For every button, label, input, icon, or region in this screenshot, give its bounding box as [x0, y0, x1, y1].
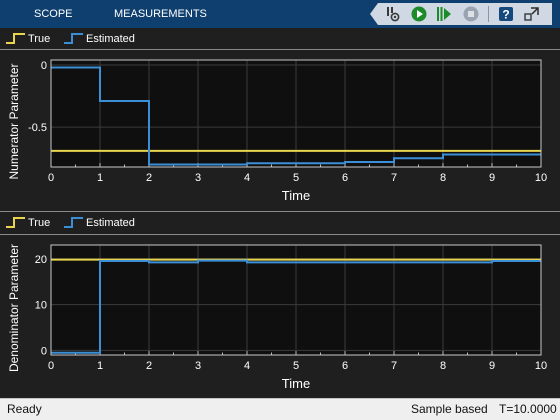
estimated-series-line	[51, 66, 541, 166]
x-tick-label: 2	[146, 360, 152, 372]
x-tick-label: 0	[48, 360, 54, 372]
legend-swatch-true	[6, 217, 25, 228]
y-tick-label: 10	[35, 300, 47, 312]
x-tick-label: 5	[293, 172, 299, 184]
axes-frame	[50, 59, 542, 168]
y-axis-label: Denominator Parameter	[7, 244, 21, 372]
x-tick-label: 0	[48, 172, 54, 184]
y-tick-label: -0.5	[28, 122, 47, 134]
x-axis-label: Time	[282, 376, 310, 391]
toolbar-separator	[488, 6, 489, 22]
y-tick-label: 0	[41, 60, 47, 72]
help-icon[interactable]: ?	[497, 5, 515, 23]
legend-divider	[0, 234, 560, 235]
x-tick-label: 4	[244, 360, 250, 372]
status-sample-mode: Sample based	[411, 402, 488, 416]
x-tick-label: 1	[97, 360, 103, 372]
x-tick-label: 6	[342, 360, 348, 372]
estimated-series-line	[51, 259, 541, 354]
denominator-plot[interactable]: 0 1 2 3 4 5 6 7 8 9 10 20 10 0 Time Denominator Paramet…	[0, 235, 560, 397]
legend-swatch-true	[6, 33, 25, 44]
x-tick-label: 3	[195, 172, 201, 184]
x-tick-label: 9	[489, 172, 495, 184]
status-ready: Ready	[7, 402, 42, 416]
y-tick-label: 0	[41, 345, 47, 357]
x-tick-label: 9	[489, 360, 495, 372]
panel-divider	[0, 211, 560, 212]
x-axis-label: Time	[282, 188, 310, 203]
x-tick-label: 1	[97, 172, 103, 184]
legend-divider	[0, 49, 560, 50]
x-tick-label: 6	[342, 172, 348, 184]
status-sim-time: T=10.0000	[499, 402, 557, 416]
legend-label-estimated: Estimated	[86, 217, 135, 229]
svg-text:?: ?	[502, 8, 509, 22]
legend-denominator: True Estimated	[0, 213, 560, 233]
x-tick-label: 3	[195, 360, 201, 372]
x-tick-label: 8	[440, 360, 446, 372]
undock-icon[interactable]	[523, 5, 541, 23]
legend-swatch-estimated	[64, 33, 83, 44]
x-tick-label: 8	[440, 172, 446, 184]
x-tick-label: 7	[391, 360, 397, 372]
y-axis-label: Numerator Parameter	[7, 63, 21, 179]
x-tick-label: 2	[146, 172, 152, 184]
stop-icon[interactable]	[462, 5, 480, 23]
legend-label-estimated: Estimated	[86, 33, 135, 45]
tab-scope[interactable]: SCOPE	[34, 8, 73, 20]
run-icon[interactable]	[410, 5, 428, 23]
x-tick-label: 10	[535, 360, 547, 372]
tab-measurements[interactable]: MEASUREMENTS	[114, 8, 207, 20]
legend-label-true: True	[28, 33, 51, 45]
step-forward-icon[interactable]	[435, 5, 453, 23]
x-tick-label: 4	[244, 172, 250, 184]
x-tick-label: 10	[535, 172, 547, 184]
scope-toolbar: SCOPE MEASUREMENTS ?	[0, 0, 560, 28]
x-tick-label: 5	[293, 360, 299, 372]
numerator-plot[interactable]: 0 1 2 3 4 5 6 7 8 9 10 0 -0.5 Time Numerator Parameter	[0, 50, 560, 210]
settings-icon[interactable]	[384, 5, 402, 23]
legend-numerator: True Estimated	[0, 29, 560, 49]
axes-frame	[50, 244, 542, 356]
legend-label-true: True	[28, 217, 51, 229]
toolstrip: ?	[370, 3, 552, 25]
x-tick-label: 7	[391, 172, 397, 184]
y-tick-label: 20	[35, 254, 47, 266]
legend-swatch-estimated	[64, 217, 83, 228]
status-bar: Ready Sample based T=10.0000	[0, 398, 560, 420]
